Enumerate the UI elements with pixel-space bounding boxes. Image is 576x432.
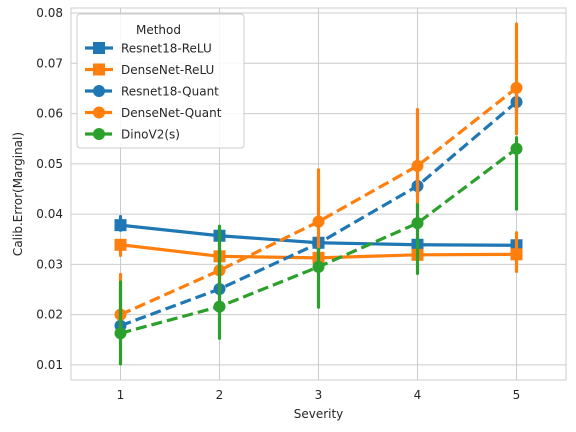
data-point bbox=[411, 217, 424, 230]
y-tick-label: 0.05 bbox=[36, 157, 63, 171]
legend-label: Resnet18-Quant bbox=[121, 85, 219, 99]
data-point bbox=[312, 215, 325, 228]
data-point bbox=[510, 248, 523, 261]
legend-marker bbox=[93, 85, 105, 97]
data-point bbox=[114, 327, 127, 340]
x-tick-label: 2 bbox=[216, 388, 224, 402]
data-point bbox=[312, 260, 325, 273]
legend-marker bbox=[93, 106, 105, 119]
legend-marker bbox=[93, 42, 105, 54]
legend-label: Resnet18-ReLU bbox=[121, 42, 212, 56]
legend-entry: DenseNet-ReLU bbox=[85, 63, 214, 77]
x-axis-ticks: 1 2 3 4 5 bbox=[117, 388, 521, 402]
legend-entry: Resnet18-ReLU bbox=[85, 42, 212, 56]
series-layer bbox=[114, 22, 523, 366]
y-tick-label: 0.07 bbox=[36, 56, 63, 70]
legend-label: DinoV2(s) bbox=[121, 128, 180, 142]
y-axis-ticks: 0.01 0.02 0.03 0.04 0.05 0.06 0.07 0.08 bbox=[36, 6, 63, 372]
y-tick-label: 0.02 bbox=[36, 308, 63, 322]
legend-marker bbox=[93, 128, 105, 140]
y-axis-label: Calib.Error(Marginal) bbox=[11, 132, 25, 256]
x-tick-label: 5 bbox=[513, 388, 521, 402]
legend: Method Resnet18-ReLUDenseNet-ReLUResnet1… bbox=[76, 13, 245, 149]
axes-border bbox=[70, 7, 567, 381]
axes-frame bbox=[70, 7, 567, 381]
series-dinov2-s- bbox=[114, 136, 523, 366]
data-point bbox=[510, 142, 523, 155]
x-tick-label: 1 bbox=[117, 388, 125, 402]
y-tick-label: 0.04 bbox=[36, 207, 63, 221]
legend-entry: Resnet18-Quant bbox=[85, 85, 219, 99]
y-tick-label: 0.08 bbox=[36, 6, 63, 20]
y-tick-label: 0.01 bbox=[36, 358, 63, 372]
data-point bbox=[213, 300, 226, 313]
x-tick-label: 3 bbox=[315, 388, 323, 402]
legend-entries: Resnet18-ReLU DenseNet-ReLU Resnet18-Quant… bbox=[85, 42, 222, 142]
y-tick-label: 0.03 bbox=[36, 257, 63, 271]
legend-entry: DenseNet-Quant bbox=[85, 106, 222, 120]
data-point bbox=[114, 219, 127, 232]
y-tick-label: 0.06 bbox=[36, 107, 63, 121]
x-tick-label: 4 bbox=[414, 388, 422, 402]
data-point bbox=[510, 81, 523, 94]
legend-box bbox=[76, 13, 245, 149]
data-point bbox=[411, 159, 424, 172]
legend-entry: DinoV2(s) bbox=[85, 128, 180, 142]
data-point bbox=[114, 238, 127, 251]
legend-label: DenseNet-Quant bbox=[121, 106, 222, 120]
legend-title: Method bbox=[136, 23, 181, 37]
legend-label: DenseNet-ReLU bbox=[121, 63, 214, 77]
legend-marker bbox=[93, 63, 105, 76]
x-axis-label: Severity bbox=[294, 407, 344, 421]
